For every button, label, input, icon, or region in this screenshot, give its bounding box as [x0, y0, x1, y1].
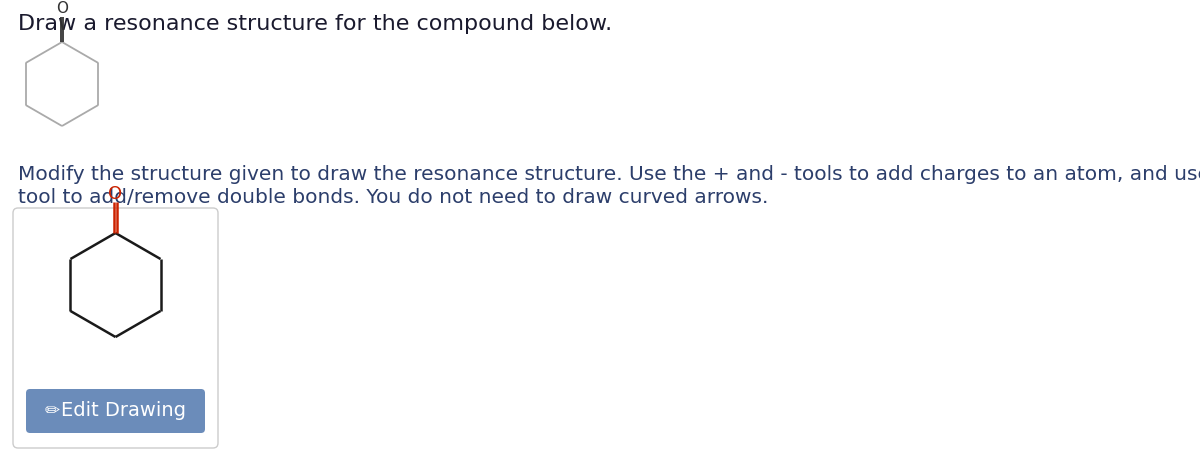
Text: Draw a resonance structure for the compound below.: Draw a resonance structure for the compo… — [18, 14, 612, 34]
Text: ✏: ✏ — [44, 402, 60, 420]
Text: Edit Drawing: Edit Drawing — [61, 401, 186, 421]
Text: tool to add/remove double bonds. You do not need to draw curved arrows.: tool to add/remove double bonds. You do … — [18, 188, 768, 207]
Text: Modify the structure given to draw the resonance structure. Use the + and - tool: Modify the structure given to draw the r… — [18, 165, 1200, 184]
Text: O: O — [56, 1, 68, 16]
Text: O: O — [108, 185, 122, 203]
FancyBboxPatch shape — [26, 389, 205, 433]
FancyBboxPatch shape — [13, 208, 218, 448]
